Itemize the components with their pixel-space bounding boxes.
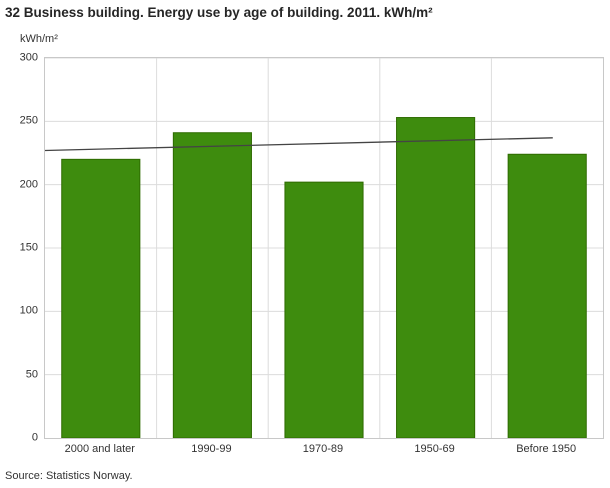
x-axis: 2000 and later 1990-99 1970-89 1950-69 Befor… [44, 443, 604, 459]
plot-area [44, 57, 604, 439]
x-tick-label: 2000 and later [64, 443, 135, 455]
y-axis-unit-label: kWh/m² [20, 33, 58, 45]
x-tick-label: 1950-69 [414, 443, 455, 455]
x-tick-label: Before 1950 [516, 443, 577, 455]
y-tick-label: 0 [31, 431, 38, 444]
chart-title: 32 Business building. Energy use by age … [5, 5, 433, 20]
y-tick-label: 50 [25, 368, 38, 381]
y-tick-label: 250 [19, 114, 38, 127]
y-tick-label: 200 [19, 178, 38, 191]
x-tick-label: 1990-99 [191, 443, 232, 455]
chart-canvas [44, 57, 603, 439]
bar [507, 153, 587, 439]
x-tick-label: 1970-89 [302, 443, 344, 455]
bar [396, 117, 476, 439]
bar [172, 132, 252, 439]
y-tick-label: 150 [19, 241, 38, 254]
bar [61, 158, 141, 439]
y-axis: 0 50 100 150 200 250 300 [0, 52, 38, 443]
y-tick-label: 100 [19, 304, 38, 317]
source-note: Source: Statistics Norway. [5, 470, 133, 482]
bar [284, 181, 364, 439]
y-tick-label: 300 [19, 51, 38, 64]
trend-line [44, 137, 553, 152]
